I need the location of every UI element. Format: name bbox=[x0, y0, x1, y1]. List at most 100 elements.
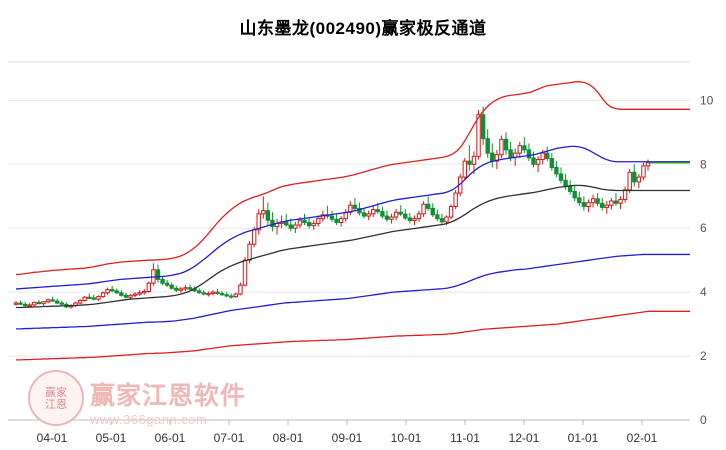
candle-body bbox=[499, 138, 504, 156]
x-axis-labels: 04-01 05-01 06-01 07-01 08-01 09-01 10-01 11-01… bbox=[37, 431, 658, 445]
y-axis-labels: 0 2 4 6 8 10 bbox=[700, 93, 714, 427]
candle-body bbox=[352, 204, 358, 209]
candle-body bbox=[238, 284, 243, 295]
axes-layer bbox=[8, 61, 690, 425]
candle-body bbox=[137, 292, 142, 295]
y-tick-label: 4 bbox=[700, 285, 707, 299]
candle-body bbox=[549, 158, 555, 168]
candle-body bbox=[567, 186, 573, 192]
candle-body bbox=[329, 215, 335, 220]
candle-body bbox=[164, 282, 170, 286]
candle-body bbox=[261, 210, 266, 215]
candle-body bbox=[558, 173, 564, 181]
candle-body bbox=[302, 219, 307, 223]
candle-body bbox=[100, 292, 106, 298]
candle-body bbox=[462, 160, 468, 178]
channel-lines bbox=[15, 81, 690, 361]
y-tick-label: 10 bbox=[700, 93, 714, 107]
candle-body bbox=[32, 301, 37, 306]
candle-body bbox=[467, 160, 472, 165]
candle-body bbox=[444, 216, 449, 223]
candle-body bbox=[22, 303, 28, 307]
candlestick-series bbox=[13, 106, 651, 309]
candle-body bbox=[87, 296, 92, 299]
candle-body bbox=[169, 284, 174, 289]
candle-body bbox=[384, 215, 390, 220]
candle-body bbox=[219, 292, 225, 296]
channel-line bbox=[16, 310, 649, 361]
candle-body bbox=[27, 304, 32, 307]
candle-body bbox=[494, 154, 500, 162]
candle-body bbox=[206, 292, 211, 296]
candle-body bbox=[535, 158, 541, 165]
candle-body bbox=[18, 302, 23, 305]
candle-body bbox=[471, 155, 477, 165]
candle-body bbox=[256, 213, 261, 231]
candle-body bbox=[361, 212, 367, 217]
candle-body bbox=[91, 297, 97, 300]
candle-body bbox=[105, 289, 110, 294]
candle-body bbox=[531, 157, 536, 165]
candle-body bbox=[425, 203, 431, 209]
candle-body bbox=[632, 171, 637, 183]
candle-body bbox=[581, 202, 587, 207]
candle-body bbox=[119, 292, 124, 296]
candle-body bbox=[522, 145, 527, 151]
channel-line bbox=[16, 184, 648, 309]
x-tick-label: 01-01 bbox=[568, 431, 599, 445]
candle-body bbox=[618, 198, 623, 204]
candle-body bbox=[613, 200, 619, 204]
x-tick-label: 08-01 bbox=[273, 431, 304, 445]
candle-body bbox=[109, 289, 115, 292]
candle-body bbox=[540, 152, 545, 160]
candle-body bbox=[476, 114, 481, 157]
candle-body bbox=[77, 299, 83, 304]
candle-body bbox=[366, 213, 371, 217]
candle-body bbox=[114, 290, 119, 294]
candle-body bbox=[320, 214, 326, 220]
candle-body bbox=[545, 152, 550, 160]
candle-body bbox=[430, 207, 435, 216]
candle-body bbox=[215, 291, 220, 294]
y-tick-label: 8 bbox=[700, 157, 707, 171]
candle-body bbox=[572, 190, 577, 199]
y-tick-label: 0 bbox=[700, 413, 707, 427]
candle-body bbox=[13, 302, 19, 305]
candle-body bbox=[393, 211, 399, 218]
candle-body bbox=[416, 213, 422, 220]
candle-body bbox=[242, 259, 248, 286]
candle-body bbox=[453, 192, 458, 207]
candle-body bbox=[403, 213, 408, 219]
candle-body bbox=[270, 219, 275, 228]
candle-body bbox=[595, 198, 600, 204]
candle-body bbox=[554, 166, 559, 175]
candle-body bbox=[196, 290, 202, 294]
candle-body bbox=[480, 114, 486, 140]
candle-body bbox=[577, 197, 582, 204]
candle-body bbox=[45, 299, 51, 303]
channel-line bbox=[15, 81, 648, 276]
candle-body bbox=[96, 296, 101, 300]
candle-body bbox=[224, 294, 229, 297]
candle-body bbox=[174, 287, 179, 291]
candle-body bbox=[251, 229, 257, 245]
candle-body bbox=[132, 293, 138, 296]
candle-body bbox=[128, 294, 133, 298]
candle-body bbox=[375, 209, 380, 213]
candle-body bbox=[604, 204, 609, 208]
candle-body bbox=[293, 224, 298, 229]
candle-body bbox=[59, 302, 64, 305]
x-tick-label: 05-01 bbox=[96, 431, 127, 445]
x-tick-label: 04-01 bbox=[37, 431, 68, 445]
candle-body bbox=[36, 301, 42, 305]
candle-body bbox=[412, 218, 417, 222]
candle-body bbox=[233, 293, 239, 298]
candle-body bbox=[146, 282, 152, 293]
x-tick-label: 09-01 bbox=[332, 431, 363, 445]
candle-body bbox=[641, 165, 646, 178]
candle-body bbox=[265, 210, 271, 221]
candle-body bbox=[590, 198, 596, 204]
candle-body bbox=[311, 222, 316, 227]
x-tick-label: 02-01 bbox=[627, 431, 658, 445]
